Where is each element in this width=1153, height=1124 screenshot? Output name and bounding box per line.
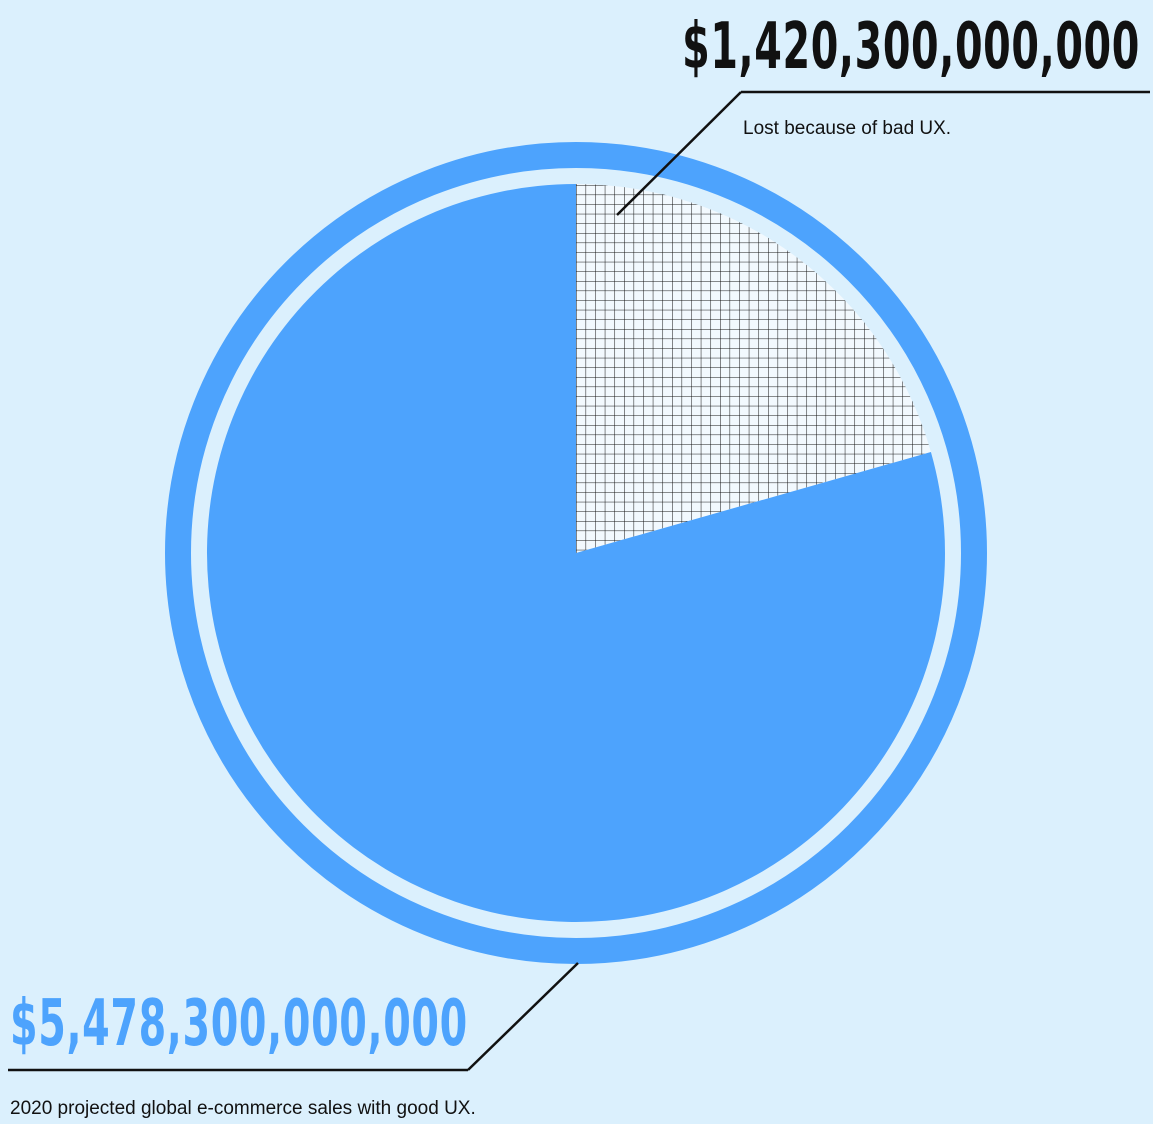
outer-ring bbox=[165, 142, 987, 964]
pie-slice-good-ux bbox=[206, 184, 945, 922]
leader-line-good-ux bbox=[467, 962, 579, 1071]
value-label-good-ux: $5,478,300,000,000 bbox=[10, 986, 468, 1061]
pie-slice-lost bbox=[576, 184, 931, 553]
caption-lost: Lost because of bad UX. bbox=[743, 118, 951, 139]
pie-slices bbox=[206, 184, 945, 922]
leader-line-lost bbox=[616, 91, 742, 216]
caption-good-ux: 2020 projected global e-commerce sales w… bbox=[10, 1098, 476, 1119]
value-label-lost: $1,420,300,000,000 bbox=[682, 9, 1140, 84]
